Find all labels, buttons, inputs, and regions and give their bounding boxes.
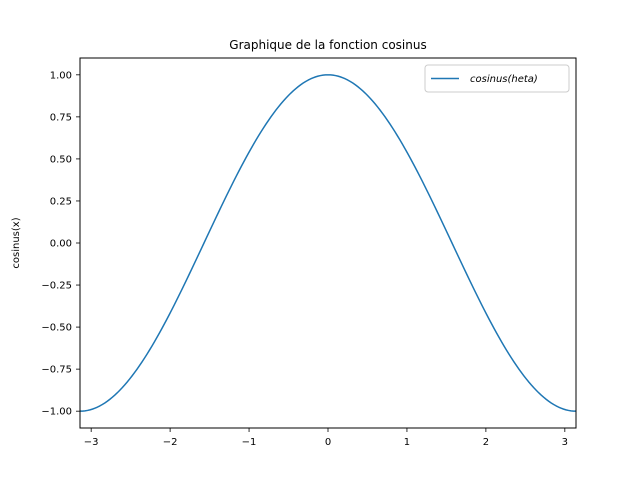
y-tick-label: 0.25	[50, 196, 72, 207]
x-tick-label: −1	[242, 437, 257, 448]
legend: cosinus(heta)	[424, 64, 570, 93]
y-tick-label: 0.75	[50, 112, 72, 123]
legend-label: cosinus(heta)	[470, 74, 538, 85]
chart-title: Graphique de la fonction cosinus	[229, 38, 426, 52]
x-axis: −3 −2 −1 0 1 2 3	[84, 428, 568, 448]
y-tick-label: −0.75	[41, 365, 72, 376]
y-axis: −1.00 −0.75 −0.50 −0.25 0.00 0.25 0.50 0.75 1.00	[41, 70, 80, 418]
y-tick-label: 1.00	[50, 70, 72, 81]
y-tick-label: −0.25	[41, 281, 72, 292]
y-tick-label: −1.00	[41, 407, 72, 418]
y-axis-label: cosinus(x)	[11, 217, 22, 268]
plot-area: −3 −2 −1 0 1 2 3 −1.00 −0.75 −0.50 −0.25 0.00 0.25 0…	[41, 57, 577, 448]
x-tick-label: −3	[84, 437, 99, 448]
y-tick-label: 0.50	[50, 154, 72, 165]
x-tick-label: 2	[483, 437, 489, 448]
legend-box	[424, 64, 570, 93]
series-layer	[79, 74, 577, 412]
x-tick-label: 3	[562, 437, 568, 448]
x-tick-label: 0	[325, 437, 331, 448]
series-line-cosine	[79, 74, 577, 412]
axes-frame	[79, 57, 577, 429]
y-tick-label: 0.00	[50, 239, 72, 250]
x-tick-label: 1	[404, 437, 410, 448]
x-tick-label: −2	[163, 437, 178, 448]
y-tick-label: −0.50	[41, 323, 72, 334]
